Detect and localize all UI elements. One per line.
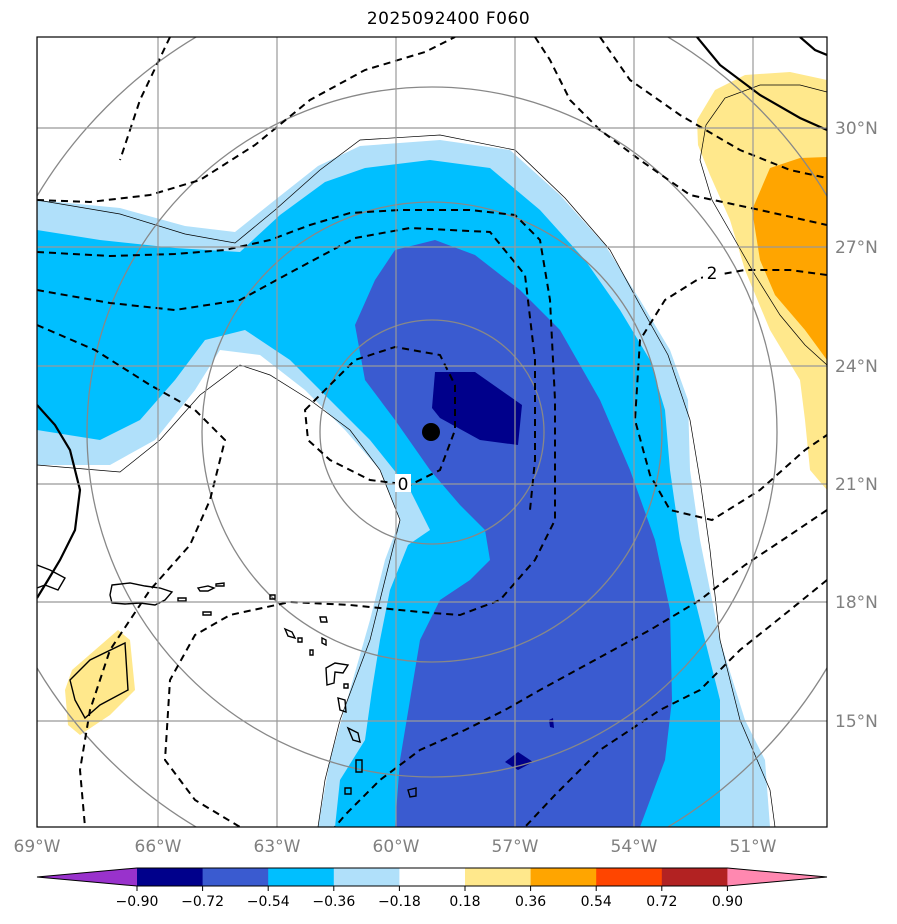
lon-label: 63°W	[254, 837, 301, 857]
shade-lightyellow-sw	[65, 630, 135, 735]
storm-center-marker	[422, 423, 440, 441]
colorbar-segment	[399, 868, 466, 886]
colorbar-segment	[268, 868, 335, 886]
lon-label: 57°W	[492, 837, 539, 857]
lon-axis-labels: 69°W 66°W 63°W 60°W 57°W 54°W 51°W	[14, 837, 777, 857]
lat-label: 18°N	[835, 593, 878, 613]
colorbar-tick-label: 0.36	[515, 894, 546, 910]
colorbar-tick-label: −0.36	[312, 894, 355, 910]
colorbar-segment	[333, 868, 400, 886]
colorbar-segment	[596, 868, 663, 886]
lon-label: 54°W	[611, 837, 658, 857]
lat-label: 15°N	[835, 712, 878, 732]
lon-label: 69°W	[14, 837, 61, 857]
lat-label: 21°N	[835, 475, 878, 495]
colorbar-extend-low	[37, 868, 137, 886]
map-title: 2025092400 F060	[366, 9, 531, 29]
map-plot-area: 0 2	[37, 37, 827, 827]
colorbar-segment	[661, 868, 728, 886]
gridlines	[37, 37, 827, 827]
colorbar-tick-label: 0.90	[712, 894, 743, 910]
colorbar-extend-high	[727, 868, 827, 886]
contour-label-0: 0	[398, 475, 409, 495]
solid-contours	[37, 37, 827, 599]
colorbar-segment	[530, 868, 597, 886]
lon-label: 51°W	[730, 837, 777, 857]
lon-label: 66°W	[135, 837, 182, 857]
colorbar-tick-label: 0.54	[581, 894, 612, 910]
lat-label: 24°N	[835, 357, 878, 377]
colorbar-tick-label: 0.18	[449, 894, 480, 910]
gray-circles	[37, 37, 827, 827]
lon-label: 60°W	[373, 837, 420, 857]
colorbar-tick-label: −0.72	[181, 894, 224, 910]
colorbar-segment	[137, 868, 204, 886]
colorbar-tick-label: −0.54	[247, 894, 290, 910]
lat-axis-labels: 30°N 27°N 24°N 21°N 18°N 15°N	[835, 119, 878, 732]
thin-contour-west	[37, 364, 401, 827]
thin-contour-ne	[699, 84, 827, 366]
shade-orange	[752, 157, 827, 360]
colorbar-segment	[202, 868, 269, 886]
colorbar-tick-label: 0.72	[646, 894, 677, 910]
colorbar-tick-label: −0.18	[378, 894, 421, 910]
contour-label-2: 2	[707, 264, 718, 284]
colorbar-tick-label: −0.90	[116, 894, 159, 910]
shade-navy-small	[505, 752, 533, 770]
colorbar-segment	[465, 868, 532, 886]
lat-label: 30°N	[835, 119, 878, 139]
colorbar: −0.90 −0.72 −0.54 −0.36 −0.18 0.18 0.36 0.54 0.7…	[36, 867, 828, 910]
map-frame	[36, 36, 828, 828]
lat-label: 27°N	[835, 238, 878, 258]
